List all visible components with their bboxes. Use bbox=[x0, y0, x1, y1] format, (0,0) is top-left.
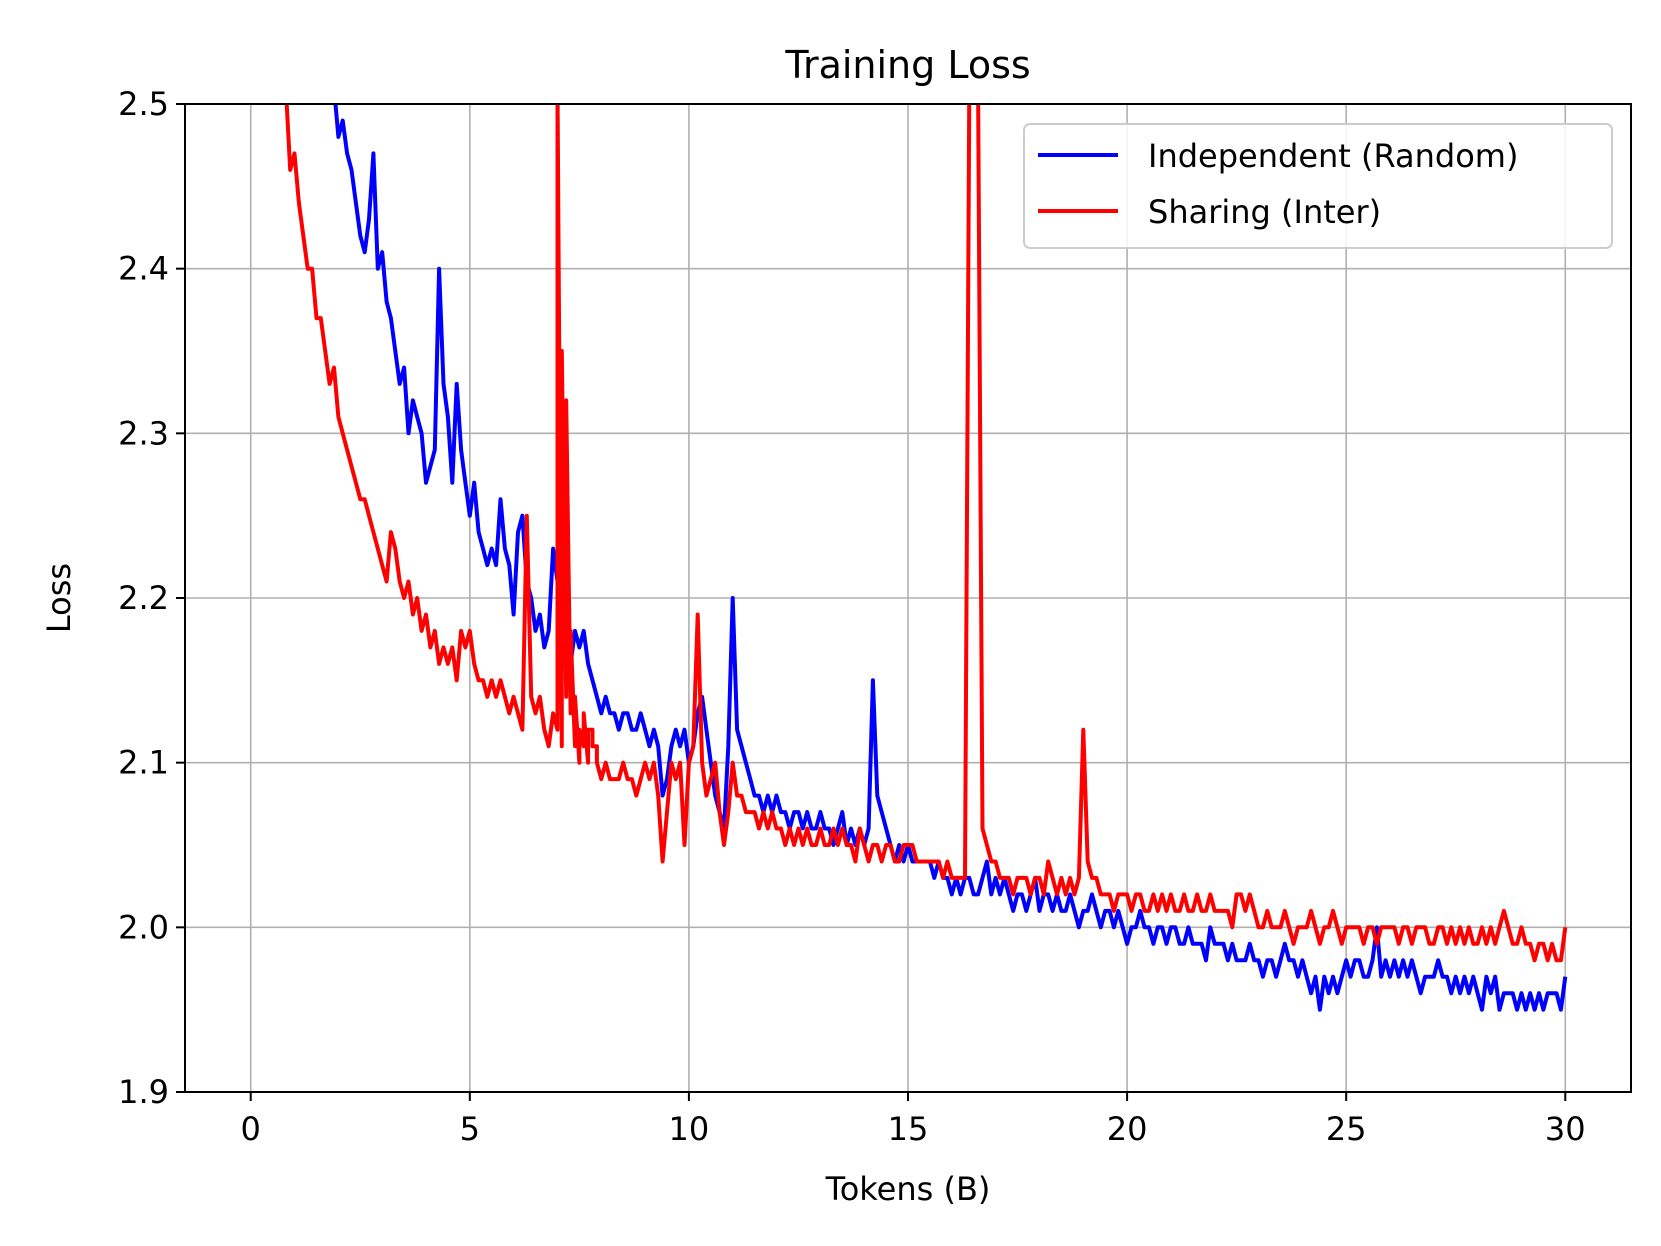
y-axis-ticks: 1.9 2.0 2.1 2.2 2.3 2.4 2.5 bbox=[118, 85, 185, 1111]
y-tick-label: 2.1 bbox=[118, 744, 169, 782]
y-tick-label: 1.9 bbox=[118, 1073, 169, 1111]
x-tick-label: 20 bbox=[1107, 1110, 1148, 1148]
x-tick-label: 5 bbox=[460, 1110, 480, 1148]
series-line-sharing-inter bbox=[284, 104, 1568, 963]
y-axis-label: Loss bbox=[40, 563, 78, 633]
x-axis-label: Tokens (B) bbox=[825, 1170, 991, 1208]
y-tick-label: 2.5 bbox=[118, 85, 169, 123]
legend-label-independent: Independent (Random) bbox=[1148, 137, 1518, 175]
legend-box bbox=[1023, 123, 1613, 249]
chart-title: Training Loss bbox=[784, 43, 1030, 87]
x-tick-label: 0 bbox=[241, 1110, 261, 1148]
series-lines bbox=[284, 104, 1568, 1012]
y-tick-label: 2.4 bbox=[118, 250, 169, 288]
y-tick-label: 2.0 bbox=[118, 908, 169, 946]
series-line-independent-random bbox=[333, 104, 1568, 1012]
y-tick-label: 2.2 bbox=[118, 579, 169, 617]
x-axis-ticks: 0 5 10 15 20 25 30 bbox=[241, 1092, 1586, 1148]
legend-label-sharing: Sharing (Inter) bbox=[1148, 193, 1381, 231]
x-tick-label: 30 bbox=[1545, 1110, 1586, 1148]
x-tick-label: 25 bbox=[1326, 1110, 1367, 1148]
x-tick-label: 10 bbox=[669, 1110, 710, 1148]
y-tick-label: 2.3 bbox=[118, 414, 169, 452]
legend: Independent (Random) Sharing (Inter) bbox=[1023, 123, 1613, 249]
x-tick-label: 15 bbox=[888, 1110, 929, 1148]
